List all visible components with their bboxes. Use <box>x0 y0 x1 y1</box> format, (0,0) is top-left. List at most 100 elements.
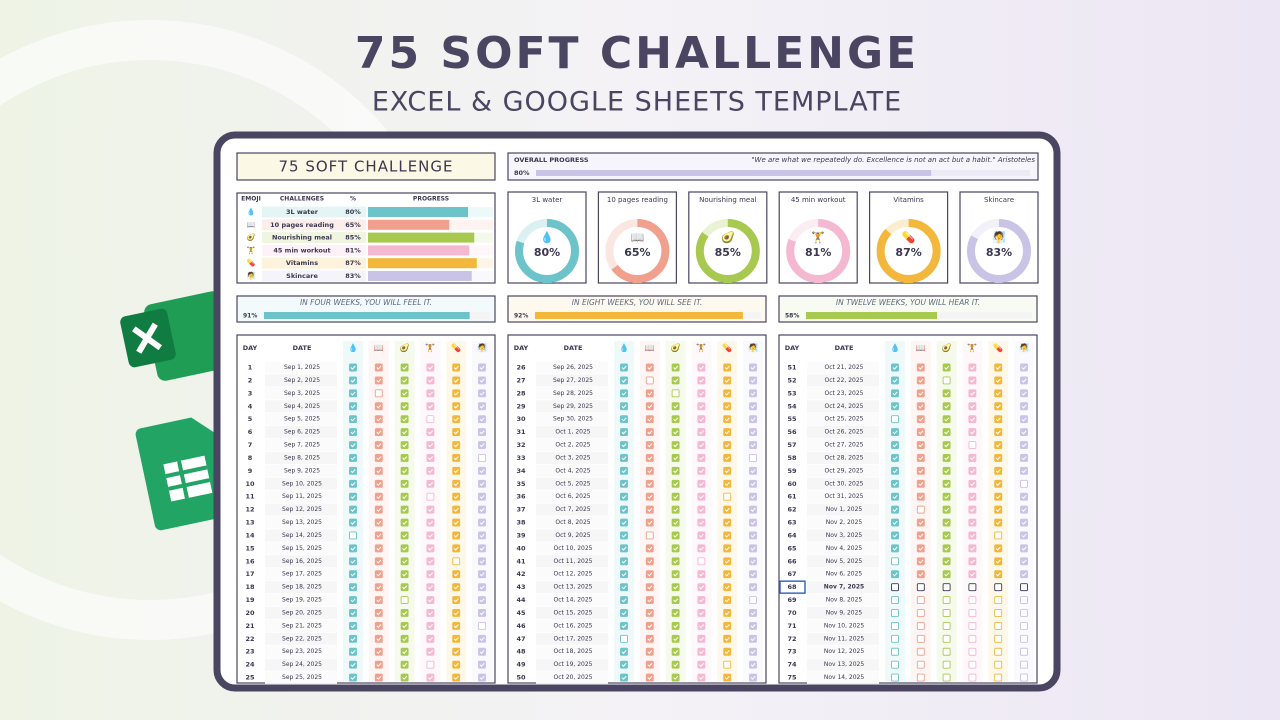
checkmark <box>350 546 356 551</box>
checkbox <box>452 415 461 424</box>
checkmark <box>724 675 730 680</box>
checkmark <box>944 404 950 409</box>
checkbox <box>452 453 461 462</box>
challenge-emoji: 🥑 <box>247 233 256 242</box>
day-date: Sep 9, 2025 <box>284 467 320 474</box>
date-cell <box>265 529 337 542</box>
checkmark <box>350 404 356 409</box>
checkbox <box>620 479 628 488</box>
checkbox <box>426 402 435 411</box>
day-number: 47 <box>516 635 525 643</box>
checkbox <box>994 479 1003 488</box>
log-header-emoji: 🥑 <box>942 343 952 353</box>
checkbox <box>620 583 628 592</box>
checkbox <box>723 673 732 682</box>
checkbox <box>891 363 899 372</box>
date-cell <box>265 581 337 594</box>
checkmark <box>453 404 459 409</box>
checkbox <box>374 673 383 682</box>
checkmark <box>970 559 975 564</box>
checkmark <box>699 650 704 655</box>
progress-bar <box>368 219 450 230</box>
checkbox <box>994 596 1003 605</box>
checkmark <box>428 482 433 487</box>
checkmark <box>621 404 627 409</box>
checkbox <box>374 660 383 669</box>
checkmark <box>1021 572 1027 577</box>
checkmark <box>1021 546 1027 551</box>
checkbox <box>620 634 628 643</box>
checkbox <box>1020 583 1028 592</box>
checkbox <box>942 415 951 424</box>
date-cell <box>536 632 608 645</box>
checkbox <box>645 518 654 527</box>
checkbox <box>749 492 757 501</box>
checkmark <box>699 598 704 603</box>
checkmark <box>453 546 459 551</box>
day-number: 58 <box>787 454 797 462</box>
day-date: Oct 1, 2025 <box>555 429 590 436</box>
checkbox <box>916 479 925 488</box>
day-date: Nov 10, 2025 <box>824 622 865 629</box>
checkmark <box>699 456 704 461</box>
day-date: Nov 7, 2025 <box>824 584 864 591</box>
checkmark <box>376 572 382 577</box>
date-cell <box>265 464 337 477</box>
checkmark <box>376 611 382 616</box>
checkmark <box>944 533 950 538</box>
checkmark <box>479 675 485 680</box>
checkmark <box>750 624 756 629</box>
date-cell <box>265 477 337 490</box>
checkmark <box>350 507 356 512</box>
checkbox <box>374 389 383 398</box>
checkmark <box>479 507 485 512</box>
checkbox <box>620 531 628 540</box>
checkbox <box>374 621 383 630</box>
day-number: 4 <box>248 402 253 410</box>
day-number: 30 <box>516 415 526 423</box>
date-cell <box>265 400 337 413</box>
checkmark <box>350 430 356 435</box>
date-cell <box>807 516 879 529</box>
checkbox <box>478 466 486 475</box>
checkmark <box>479 650 485 655</box>
checkmark <box>970 520 975 525</box>
checkbox <box>968 544 977 553</box>
checkbox <box>374 466 383 475</box>
checkmark <box>428 404 433 409</box>
card-title: 3L water <box>532 196 563 204</box>
date-cell <box>536 529 608 542</box>
checkmark <box>647 572 653 577</box>
challenge-name: 3L water <box>286 208 319 216</box>
checkbox <box>891 415 899 424</box>
checkmark <box>699 417 704 422</box>
checkmark <box>376 637 382 642</box>
day-number: 11 <box>245 493 255 501</box>
excel-icon <box>120 291 234 381</box>
checkbox <box>968 660 977 669</box>
checkbox <box>478 505 486 514</box>
checkbox <box>349 660 357 669</box>
checkmark <box>699 675 704 680</box>
checkmark <box>621 572 627 577</box>
day-date: Oct 10, 2025 <box>554 545 593 552</box>
checkmark <box>724 456 730 461</box>
checkmark <box>724 650 730 655</box>
overall-bar <box>536 170 932 176</box>
checkbox <box>916 505 925 514</box>
day-date: Sep 25, 2025 <box>282 674 322 681</box>
checkmark <box>621 624 627 629</box>
challenge-emoji: 💧 <box>247 207 256 216</box>
checkbox <box>942 441 951 449</box>
checkmark <box>724 611 730 616</box>
day-number: 13 <box>245 519 254 527</box>
checkmark <box>1021 365 1027 370</box>
checkmark <box>647 598 653 603</box>
day-date: Oct 17, 2025 <box>554 635 593 642</box>
checkbox <box>620 441 628 449</box>
date-cell <box>807 632 879 645</box>
checkbox <box>400 634 409 643</box>
card-title: 10 pages reading <box>607 196 668 204</box>
log-header-emoji: 🏋 <box>696 343 706 353</box>
day-number: 73 <box>787 648 796 656</box>
